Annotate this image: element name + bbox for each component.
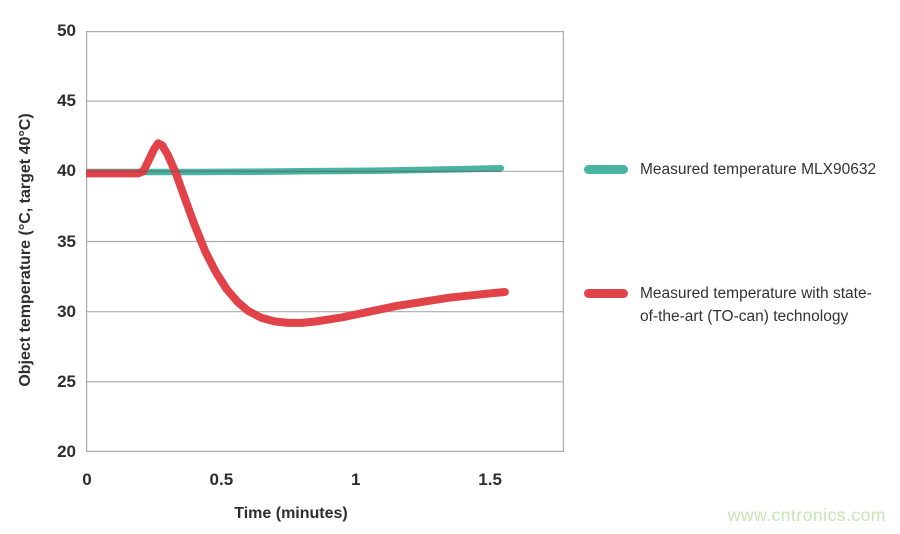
plot-area — [86, 31, 564, 452]
y-tick-label: 50 — [57, 21, 76, 40]
legend-swatch-to-can-icon — [584, 289, 628, 298]
y-tick-label: 20 — [57, 442, 76, 461]
watermark: www.cntronics.com — [727, 505, 886, 525]
legend-label-to-can: Measured temperature with state-of-the-a… — [640, 285, 872, 325]
legend-label-mlx90632: Measured temperature MLX90632 — [640, 161, 877, 178]
series-line-1 — [86, 139, 509, 327]
x-tick-label: 0 — [82, 470, 92, 489]
legend-swatch-mlx90632-icon — [584, 165, 628, 174]
x-tick-label: 1.5 — [478, 470, 502, 489]
legend-item-mlx90632: Measured temperature MLX90632 — [584, 158, 876, 181]
x-axis-title: Time (minutes) — [234, 505, 348, 522]
y-tick-label: 35 — [57, 231, 76, 251]
y-tick-label: 45 — [57, 91, 76, 111]
x-tick-label: 0.5 — [209, 470, 234, 489]
x-tick-label: 1 — [350, 470, 361, 489]
y-tick-label: 40 — [57, 161, 76, 181]
plot-frame — [86, 31, 564, 452]
y-tick-label: 30 — [57, 301, 76, 321]
legend-item-to-can: Measured temperature with state-of-the-a… — [584, 282, 886, 328]
y-tick-label: 25 — [57, 371, 76, 391]
